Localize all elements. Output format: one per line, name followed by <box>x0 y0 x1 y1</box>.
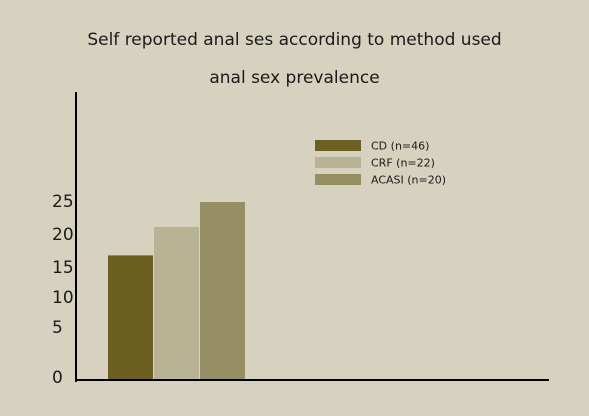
y-tick-label: 10 <box>52 288 74 308</box>
y-tick-labels: 0 5 10 15 20 25 <box>52 192 74 388</box>
legend-label-crf: CRF (n=22) <box>371 157 435 170</box>
chart-subtitle: anal sex prevalence <box>209 68 380 88</box>
y-tick-label: 0 <box>52 368 63 388</box>
legend-label-cd: CD (n=46) <box>371 140 429 153</box>
bar-cd <box>108 255 153 380</box>
legend-swatch-crf <box>315 157 361 168</box>
y-tick-label: 20 <box>52 225 74 245</box>
bars-group <box>108 202 245 380</box>
chart-title: Self reported anal ses according to meth… <box>87 30 502 50</box>
legend-swatch-cd <box>315 140 361 151</box>
legend-swatch-acasi <box>315 174 361 185</box>
y-tick-label: 25 <box>52 192 74 212</box>
bar-crf <box>154 226 199 380</box>
legend: CD (n=46) CRF (n=22) ACASI (n=20) <box>315 140 446 187</box>
bar-acasi <box>200 202 245 380</box>
y-tick-label: 15 <box>52 258 74 278</box>
y-tick-label: 5 <box>52 318 63 338</box>
legend-label-acasi: ACASI (n=20) <box>371 174 446 187</box>
